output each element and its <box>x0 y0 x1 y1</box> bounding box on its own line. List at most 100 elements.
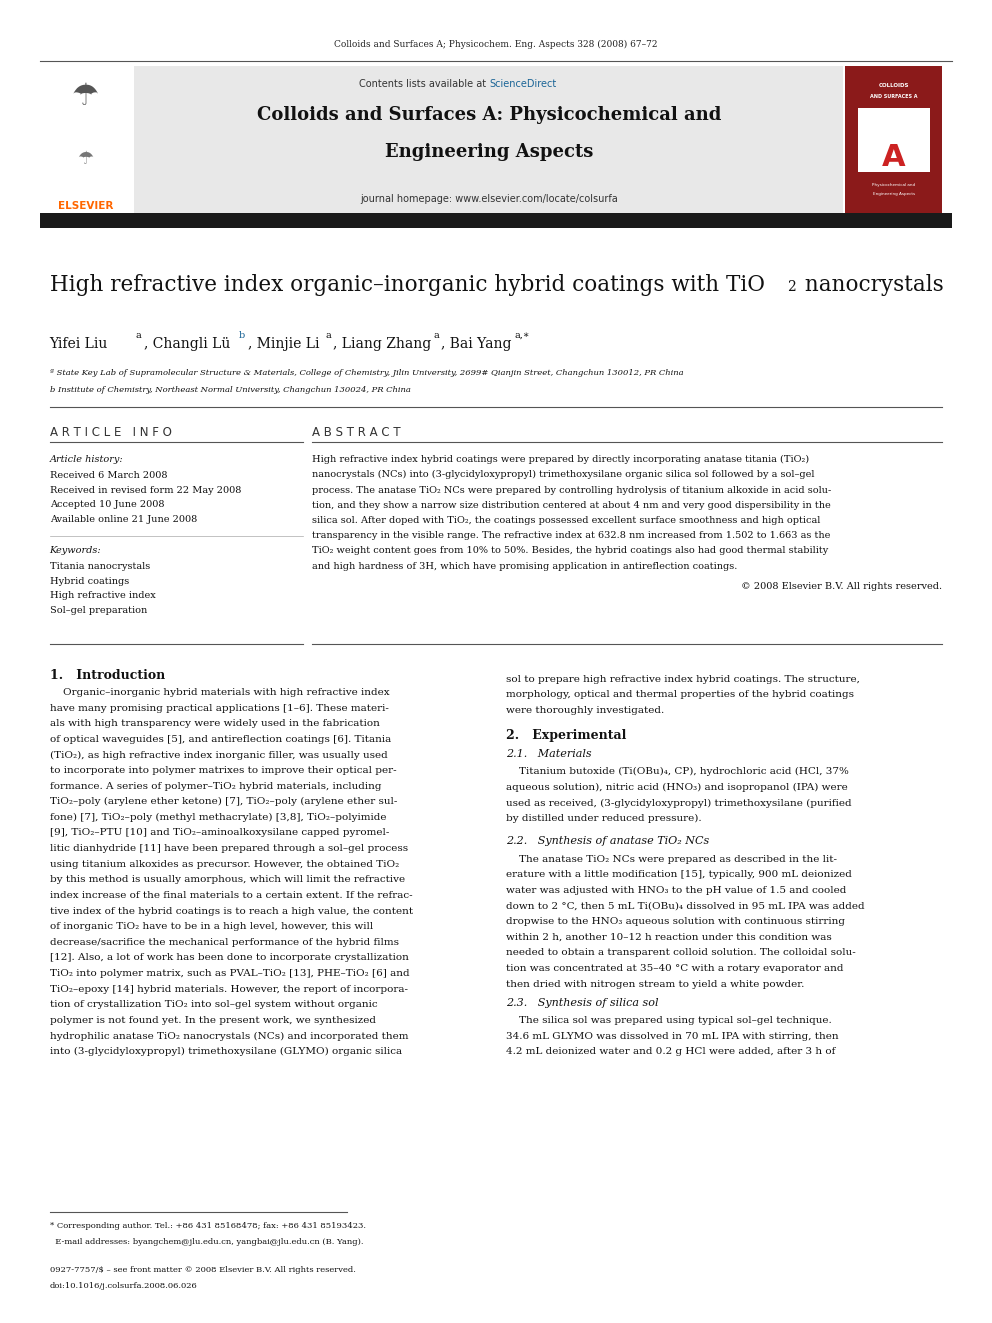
Text: Sol–gel preparation: Sol–gel preparation <box>50 606 147 615</box>
Text: * Corresponding author. Tel.: +86 431 85168478; fax: +86 431 85193423.: * Corresponding author. Tel.: +86 431 85… <box>50 1222 366 1230</box>
Text: 2.2.   Synthesis of anatase TiO₂ NCs: 2.2. Synthesis of anatase TiO₂ NCs <box>506 836 709 847</box>
Text: by this method is usually amorphous, which will limit the refractive: by this method is usually amorphous, whi… <box>50 876 405 884</box>
Text: Accepted 10 June 2008: Accepted 10 June 2008 <box>50 500 164 509</box>
Text: erature with a little modification [15], typically, 900 mL deionized: erature with a little modification [15],… <box>506 871 852 880</box>
Text: a,∗: a,∗ <box>515 331 531 340</box>
Text: by distilled under reduced pressure).: by distilled under reduced pressure). <box>506 814 701 823</box>
Text: High refractive index: High refractive index <box>50 591 156 601</box>
Bar <box>40 66 132 217</box>
Text: then dried with nitrogen stream to yield a white powder.: then dried with nitrogen stream to yield… <box>506 979 805 988</box>
Text: A B S T R A C T: A B S T R A C T <box>312 426 401 439</box>
Text: The anatase TiO₂ NCs were prepared as described in the lit-: The anatase TiO₂ NCs were prepared as de… <box>506 855 837 864</box>
Text: , Changli Lü: , Changli Lü <box>144 337 230 352</box>
Text: 2: 2 <box>787 280 796 295</box>
Text: and high hardness of 3H, which have promising application in antireflection coat: and high hardness of 3H, which have prom… <box>312 561 738 570</box>
Text: Yifei Liu: Yifei Liu <box>50 337 108 352</box>
Text: used as received, (3-glycidyloxypropyl) trimethoxysilane (purified: used as received, (3-glycidyloxypropyl) … <box>506 799 851 807</box>
Text: , Liang Zhang: , Liang Zhang <box>333 337 432 352</box>
Text: Engineering Aspects: Engineering Aspects <box>385 143 593 161</box>
Text: index increase of the final materials to a certain extent. If the refrac-: index increase of the final materials to… <box>50 890 413 900</box>
Text: 0927-7757/$ – see front matter © 2008 Elsevier B.V. All rights reserved.: 0927-7757/$ – see front matter © 2008 El… <box>50 1266 355 1274</box>
Text: Article history:: Article history: <box>50 455 123 464</box>
Text: transparency in the visible range. The refractive index at 632.8 nm increased fr: transparency in the visible range. The r… <box>312 531 831 540</box>
Text: [12]. Also, a lot of work has been done to incorporate crystallization: [12]. Also, a lot of work has been done … <box>50 954 409 962</box>
Text: litic dianhydride [11] have been prepared through a sol–gel process: litic dianhydride [11] have been prepare… <box>50 844 408 853</box>
Text: ª State Key Lab of Supramolecular Structure & Materials, College of Chemistry, J: ª State Key Lab of Supramolecular Struct… <box>50 369 683 377</box>
Text: 2.   Experimental: 2. Experimental <box>506 729 626 742</box>
Text: a: a <box>434 331 439 340</box>
Text: [9], TiO₂–PTU [10] and TiO₂–aminoalkoxysilane capped pyromel-: [9], TiO₂–PTU [10] and TiO₂–aminoalkoxys… <box>50 828 389 837</box>
Text: 2.3.   Synthesis of silica sol: 2.3. Synthesis of silica sol <box>506 998 659 1008</box>
Text: down to 2 °C, then 5 mL Ti(OBu)₄ dissolved in 95 mL IPA was added: down to 2 °C, then 5 mL Ti(OBu)₄ dissolv… <box>506 901 865 910</box>
Text: 1.   Introduction: 1. Introduction <box>50 669 165 683</box>
Text: A: A <box>882 143 906 172</box>
Text: tion was concentrated at 35–40 °C with a rotary evaporator and: tion was concentrated at 35–40 °C with a… <box>506 964 843 972</box>
Text: 34.6 mL GLYMO was dissolved in 70 mL IPA with stirring, then: 34.6 mL GLYMO was dissolved in 70 mL IPA… <box>506 1032 838 1041</box>
Text: dropwise to the HNO₃ aqueous solution with continuous stirring: dropwise to the HNO₃ aqueous solution wi… <box>506 917 845 926</box>
Text: journal homepage: www.elsevier.com/locate/colsurfa: journal homepage: www.elsevier.com/locat… <box>360 194 618 205</box>
Text: Received in revised form 22 May 2008: Received in revised form 22 May 2008 <box>50 486 241 495</box>
Text: silica sol. After doped with TiO₂, the coatings possessed excellent surface smoo: silica sol. After doped with TiO₂, the c… <box>312 516 820 525</box>
Text: within 2 h, another 10–12 h reaction under this condition was: within 2 h, another 10–12 h reaction und… <box>506 933 831 942</box>
Text: Colloids and Surfaces A; Physicochem. Eng. Aspects 328 (2008) 67–72: Colloids and Surfaces A; Physicochem. En… <box>334 40 658 49</box>
Text: © 2008 Elsevier B.V. All rights reserved.: © 2008 Elsevier B.V. All rights reserved… <box>741 582 942 591</box>
Text: a: a <box>136 331 142 340</box>
Text: were thoroughly investigated.: were thoroughly investigated. <box>506 706 665 714</box>
Text: needed to obtain a transparent colloid solution. The colloidal solu-: needed to obtain a transparent colloid s… <box>506 949 856 958</box>
Text: ☂: ☂ <box>77 149 93 168</box>
Text: doi:10.1016/j.colsurfa.2008.06.026: doi:10.1016/j.colsurfa.2008.06.026 <box>50 1282 197 1290</box>
Bar <box>40 213 952 228</box>
Text: ☂: ☂ <box>71 82 99 111</box>
Text: Titania nanocrystals: Titania nanocrystals <box>50 562 150 572</box>
Text: polymer is not found yet. In the present work, we synthesized: polymer is not found yet. In the present… <box>50 1016 376 1025</box>
Text: Hybrid coatings: Hybrid coatings <box>50 577 129 586</box>
Text: COLLOIDS: COLLOIDS <box>879 83 909 89</box>
Text: , Minjie Li: , Minjie Li <box>248 337 319 352</box>
Text: fone) [7], TiO₂–poly (methyl methacrylate) [3,8], TiO₂–polyimide: fone) [7], TiO₂–poly (methyl methacrylat… <box>50 812 386 822</box>
Text: A R T I C L E   I N F O: A R T I C L E I N F O <box>50 426 172 439</box>
Text: b: b <box>239 331 245 340</box>
Text: tive index of the hybrid coatings is to reach a high value, the content: tive index of the hybrid coatings is to … <box>50 906 413 916</box>
Text: of optical waveguides [5], and antireflection coatings [6]. Titania: of optical waveguides [5], and antirefle… <box>50 734 391 744</box>
Text: Colloids and Surfaces A: Physicochemical and: Colloids and Surfaces A: Physicochemical… <box>257 106 721 124</box>
Text: decrease/sacrifice the mechanical performance of the hybrid films: decrease/sacrifice the mechanical perfor… <box>50 938 399 947</box>
Text: have many promising practical applications [1–6]. These materi-: have many promising practical applicatio… <box>50 704 389 713</box>
Text: ScienceDirect: ScienceDirect <box>489 79 557 90</box>
Text: TiO₂–epoxy [14] hybrid materials. However, the report of incorpora-: TiO₂–epoxy [14] hybrid materials. Howeve… <box>50 984 408 994</box>
Text: using titanium alkoxides as precursor. However, the obtained TiO₂: using titanium alkoxides as precursor. H… <box>50 860 399 869</box>
Text: Engineering Aspects: Engineering Aspects <box>873 192 915 196</box>
Text: TiO₂ weight content goes from 10% to 50%. Besides, the hybrid coatings also had : TiO₂ weight content goes from 10% to 50%… <box>312 546 828 556</box>
Text: tion, and they show a narrow size distribution centered at about 4 nm and very g: tion, and they show a narrow size distri… <box>312 500 831 509</box>
Text: Titanium butoxide (Ti(OBu)₄, CP), hydrochloric acid (HCl, 37%: Titanium butoxide (Ti(OBu)₄, CP), hydroc… <box>506 767 849 777</box>
Text: The silica sol was prepared using typical sol–gel technique.: The silica sol was prepared using typica… <box>506 1016 831 1025</box>
Text: sol to prepare high refractive index hybrid coatings. The structure,: sol to prepare high refractive index hyb… <box>506 675 860 684</box>
Text: morphology, optical and thermal properties of the hybrid coatings: morphology, optical and thermal properti… <box>506 691 854 700</box>
Text: ELSEVIER: ELSEVIER <box>58 201 113 212</box>
Text: Available online 21 June 2008: Available online 21 June 2008 <box>50 515 196 524</box>
Text: hydrophilic anatase TiO₂ nanocrystals (NCs) and incorporated them: hydrophilic anatase TiO₂ nanocrystals (N… <box>50 1032 408 1040</box>
Text: 4.2 mL deionized water and 0.2 g HCl were added, after 3 h of: 4.2 mL deionized water and 0.2 g HCl wer… <box>506 1048 835 1056</box>
Text: process. The anatase TiO₂ NCs were prepared by controlling hydrolysis of titaniu: process. The anatase TiO₂ NCs were prepa… <box>312 486 831 495</box>
Text: into (3-glycidyloxypropyl) trimethoxysilane (GLYMO) organic silica: into (3-glycidyloxypropyl) trimethoxysil… <box>50 1046 402 1056</box>
Text: Organic–inorganic hybrid materials with high refractive index: Organic–inorganic hybrid materials with … <box>50 688 389 697</box>
Text: aqueous solution), nitric acid (HNO₃) and isopropanol (IPA) were: aqueous solution), nitric acid (HNO₃) an… <box>506 783 848 792</box>
Text: TiO₂–poly (arylene ether ketone) [7], TiO₂–poly (arylene ether sul-: TiO₂–poly (arylene ether ketone) [7], Ti… <box>50 798 397 806</box>
Text: formance. A series of polymer–TiO₂ hybrid materials, including: formance. A series of polymer–TiO₂ hybri… <box>50 782 381 791</box>
Text: High refractive index organic–inorganic hybrid coatings with TiO: High refractive index organic–inorganic … <box>50 274 765 296</box>
Text: tion of crystallization TiO₂ into sol–gel system without organic: tion of crystallization TiO₂ into sol–ge… <box>50 1000 377 1009</box>
Text: nanocrystals (NCs) into (3-glycidyloxypropyl) trimethoxysilane organic silica so: nanocrystals (NCs) into (3-glycidyloxypr… <box>312 470 815 479</box>
Text: to incorporate into polymer matrixes to improve their optical per-: to incorporate into polymer matrixes to … <box>50 766 396 775</box>
Bar <box>134 66 843 217</box>
Text: TiO₂ into polymer matrix, such as PVAL–TiO₂ [13], PHE–TiO₂ [6] and: TiO₂ into polymer matrix, such as PVAL–T… <box>50 968 410 978</box>
Text: (TiO₂), as high refractive index inorganic filler, was usually used: (TiO₂), as high refractive index inorgan… <box>50 750 387 759</box>
Bar <box>845 66 942 217</box>
Text: High refractive index hybrid coatings were prepared by directly incorporating an: High refractive index hybrid coatings we… <box>312 455 809 464</box>
Text: Keywords:: Keywords: <box>50 546 101 556</box>
Bar <box>858 108 930 172</box>
Text: Contents lists available at: Contents lists available at <box>359 79 489 90</box>
Text: , Bai Yang: , Bai Yang <box>441 337 512 352</box>
Text: of inorganic TiO₂ have to be in a high level, however, this will: of inorganic TiO₂ have to be in a high l… <box>50 922 373 931</box>
Text: nanocrystals: nanocrystals <box>798 274 943 296</box>
Text: E-mail addresses: byangchem@jlu.edu.cn, yangbai@jlu.edu.cn (B. Yang).: E-mail addresses: byangchem@jlu.edu.cn, … <box>50 1238 363 1246</box>
Text: a: a <box>325 331 331 340</box>
